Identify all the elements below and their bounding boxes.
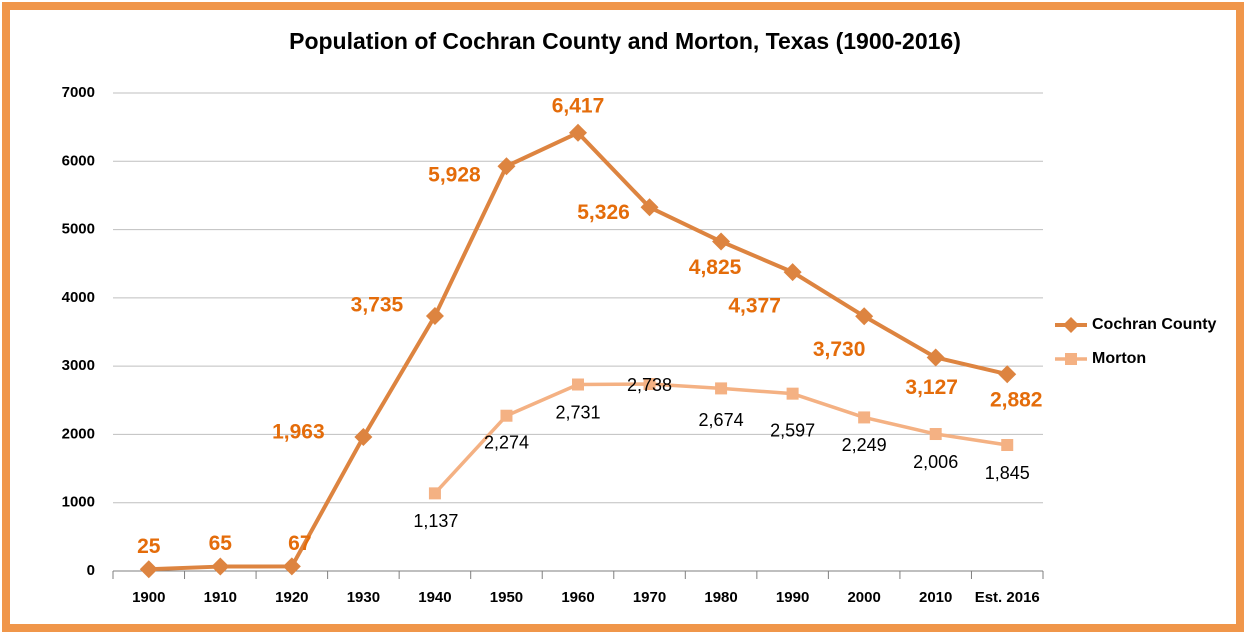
marker <box>715 382 728 395</box>
legend-marker <box>1063 317 1079 333</box>
data-label: 2,006 <box>913 452 958 472</box>
x-tick-label: 2000 <box>847 589 880 606</box>
marker <box>428 487 441 500</box>
marker <box>569 123 587 142</box>
marker <box>425 306 444 325</box>
marker <box>500 409 513 422</box>
y-tick-label: 0 <box>87 562 95 579</box>
data-label: 2,738 <box>627 375 672 395</box>
x-tick-label: 1970 <box>633 589 666 606</box>
data-label: 1,137 <box>413 511 458 531</box>
data-label: 3,735 <box>351 293 404 316</box>
data-label: 67 <box>288 532 311 555</box>
y-tick-label: 7000 <box>62 84 95 101</box>
x-tick-label: 1950 <box>490 589 523 606</box>
y-tick-label: 6000 <box>62 152 95 169</box>
marker <box>786 387 799 400</box>
marker <box>1001 439 1014 452</box>
x-tick-label: Est. 2016 <box>975 589 1040 606</box>
x-tick-label: 1960 <box>561 589 594 606</box>
x-tick-label: 1910 <box>204 589 237 606</box>
data-label: 3,730 <box>813 338 866 361</box>
marker <box>139 560 158 579</box>
x-tick-label: 1920 <box>275 589 308 606</box>
legend-label: Cochran County <box>1092 316 1217 333</box>
marker <box>640 198 659 217</box>
marker <box>354 427 373 446</box>
y-tick-label: 1000 <box>62 494 95 511</box>
marker <box>783 263 802 282</box>
data-label: 2,731 <box>555 402 600 422</box>
marker <box>282 557 301 576</box>
data-label: 4,377 <box>728 295 781 318</box>
data-label: 1,963 <box>272 421 325 444</box>
x-tick-label: 2010 <box>919 589 952 606</box>
marker <box>929 428 942 441</box>
chart-title: Population of Cochran County and Morton,… <box>289 28 961 54</box>
data-label: 2,674 <box>699 410 744 430</box>
x-tick-label: 1940 <box>418 589 451 606</box>
marker <box>497 157 516 176</box>
data-label: 25 <box>137 535 161 558</box>
marker <box>855 307 874 326</box>
x-tick-label: 1930 <box>347 589 380 606</box>
x-tick-label: 1980 <box>704 589 737 606</box>
y-tick-label: 2000 <box>62 425 95 442</box>
data-label: 3,127 <box>905 376 958 399</box>
y-tick-label: 3000 <box>62 357 95 374</box>
data-label: 2,882 <box>990 389 1043 412</box>
marker <box>858 411 871 424</box>
marker <box>998 365 1017 384</box>
data-label: 4,825 <box>689 256 742 279</box>
data-label: 5,928 <box>428 164 481 187</box>
x-tick-label: 1900 <box>132 589 165 606</box>
legend-label: Morton <box>1092 350 1146 367</box>
marker <box>712 232 731 251</box>
data-label: 2,249 <box>842 435 887 455</box>
y-tick-label: 4000 <box>62 289 95 306</box>
data-label: 2,597 <box>770 420 815 440</box>
x-tick-label: 1990 <box>776 589 809 606</box>
marker <box>572 378 584 391</box>
data-label: 2,274 <box>484 432 529 452</box>
marker <box>211 557 230 576</box>
marker <box>926 348 945 367</box>
y-tick-label: 5000 <box>62 221 95 238</box>
data-label: 5,326 <box>577 201 630 224</box>
data-label: 65 <box>209 532 233 555</box>
legend-marker <box>1065 353 1077 365</box>
data-label: 1,845 <box>985 463 1030 483</box>
data-label: 6,417 <box>552 94 605 117</box>
marker <box>643 378 656 391</box>
